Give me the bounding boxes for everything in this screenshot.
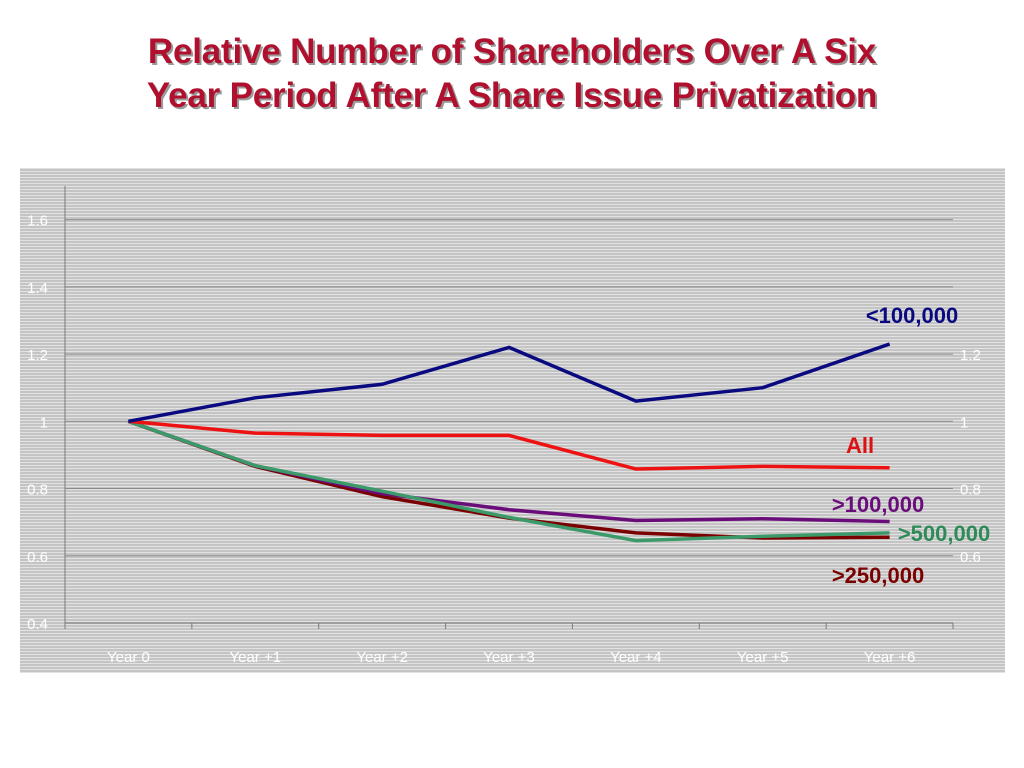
series-line: [128, 419, 890, 471]
axes: 0.4 0.6 0.8 1 1.2 1.4 1.6 0.6 0.8 1 1.2 Year 0 Year …: [27, 186, 981, 666]
chart-title: Relative Number of Shareholders Over A S…: [0, 30, 1024, 118]
y-tick-label-left: 0.6: [27, 549, 48, 566]
y-tick-label-right: 1.2: [960, 347, 981, 364]
series-line: [128, 342, 891, 424]
y-tick-label-left: 1: [40, 414, 48, 431]
x-tick-label: Year +3: [483, 649, 535, 666]
series-label: >100,000: [832, 492, 924, 517]
series-lines: [127, 342, 891, 543]
series-line: [127, 419, 890, 543]
labels: <100,000 All >100,000 >250,000 >500,000: [832, 303, 990, 588]
y-tick-label-right: 0.6: [960, 549, 981, 566]
x-tick-label: Year 0: [107, 649, 150, 666]
x-tick-label: Year +6: [864, 649, 916, 666]
y-tick-label-left: 0.4: [27, 616, 48, 633]
x-tick-label: Year +4: [610, 649, 662, 666]
grid-lines: [65, 219, 953, 557]
series-label: All: [846, 433, 874, 458]
y-tick-label-left: 1.6: [27, 213, 48, 230]
y-tick-label-right: 1: [960, 414, 968, 431]
chart-title-line-1: Relative Number of Shareholders Over A S…: [147, 32, 877, 71]
series-label: <100,000: [866, 303, 958, 328]
chart-background: [20, 168, 1005, 673]
x-tick-label: Year +5: [737, 649, 789, 666]
chart-title-line-2: Year Period After A Share Issue Privatiz…: [146, 76, 878, 115]
x-tick-label: Year +1: [229, 649, 281, 666]
series-label: >500,000: [898, 521, 990, 546]
y-tick-label-left: 0.8: [27, 482, 48, 499]
series-label: >250,000: [832, 563, 924, 588]
x-tick-label: Year +2: [356, 649, 408, 666]
y-tick-label-left: 1.2: [27, 347, 48, 364]
y-tick-label-right: 0.8: [960, 482, 981, 499]
y-tick-label-left: 1.4: [27, 280, 48, 297]
